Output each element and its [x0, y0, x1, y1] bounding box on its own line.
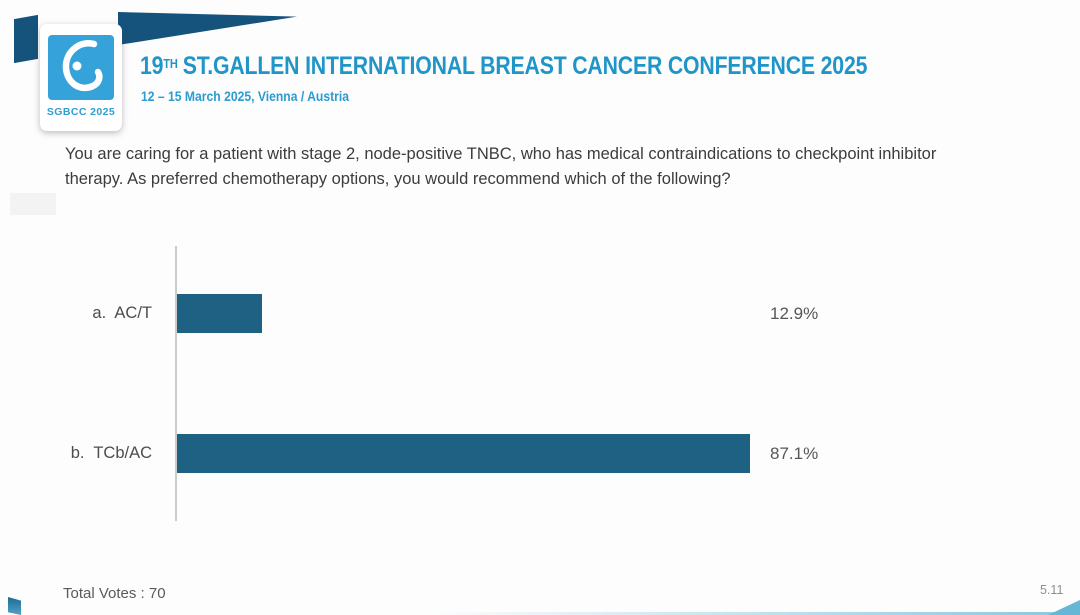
- value-label-a: 12.9%: [770, 304, 819, 323]
- edge-artifact: [10, 193, 56, 215]
- conference-subtitle: 12 – 15 March 2025, Vienna / Austria: [141, 89, 350, 104]
- chart-row-a: a. AC/T 12.9%: [0, 294, 1080, 333]
- bar-track-a: [177, 294, 835, 333]
- chart-axis: [175, 246, 177, 521]
- bar-ac-t: [177, 294, 262, 333]
- sgbcc-logo-square: [48, 35, 114, 100]
- category-label-a: a. AC/T: [92, 304, 152, 322]
- total-votes: Total Votes : 70: [63, 585, 166, 602]
- category-label-b: b. TCb/AC: [70, 444, 152, 462]
- bottom-left-flag-icon: [8, 597, 21, 615]
- logo-caption: SGBCC 2025: [46, 106, 116, 118]
- bar-track-b: [177, 434, 835, 473]
- bottom-right-corner-triangle: [1048, 600, 1080, 615]
- bottom-accent-line: [430, 612, 1080, 615]
- chart-row-b: b. TCb/AC 87.1%: [0, 434, 1080, 473]
- bar-tcb-ac: [177, 434, 751, 473]
- title-text: ST.GALLEN INTERNATIONAL BREAST CANCER CO…: [182, 52, 868, 80]
- title-number: 19: [140, 52, 164, 80]
- slide-number: 5.11: [1040, 583, 1064, 597]
- title-ordinal-suffix: TH: [163, 56, 178, 71]
- sgbcc-logo: SGBCC 2025: [40, 24, 122, 131]
- poll-question: You are caring for a patient with stage …: [65, 145, 937, 188]
- conference-title: 19TH ST.GALLEN INTERNATIONAL BREAST CANCE…: [140, 52, 867, 81]
- value-label-b: 87.1%: [770, 444, 819, 463]
- breast-glyph-icon: [62, 39, 103, 92]
